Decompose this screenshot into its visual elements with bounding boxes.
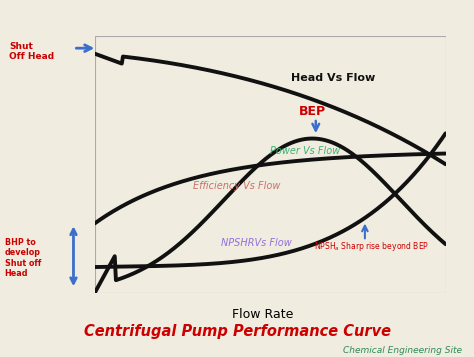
Text: NPSHRVs Flow: NPSHRVs Flow (221, 238, 292, 248)
Text: Head Vs Flow: Head Vs Flow (291, 74, 375, 84)
Text: BHP to
develop
Shut off
Head: BHP to develop Shut off Head (5, 238, 41, 278)
Text: Shut
Off Head: Shut Off Head (9, 42, 55, 61)
Text: Centrifugal Pump Performance Curve: Centrifugal Pump Performance Curve (83, 323, 391, 338)
Text: Power Vs Flow: Power Vs Flow (270, 146, 340, 156)
Text: Flow Rate: Flow Rate (232, 308, 294, 321)
Text: Chemical Engineering Site: Chemical Engineering Site (343, 346, 463, 356)
Text: BEP: BEP (299, 105, 326, 119)
Text: Efficiency Vs Flow: Efficiency Vs Flow (193, 181, 281, 191)
Text: NPSH$_a$ Sharp rise beyond BEP: NPSH$_a$ Sharp rise beyond BEP (314, 240, 429, 253)
